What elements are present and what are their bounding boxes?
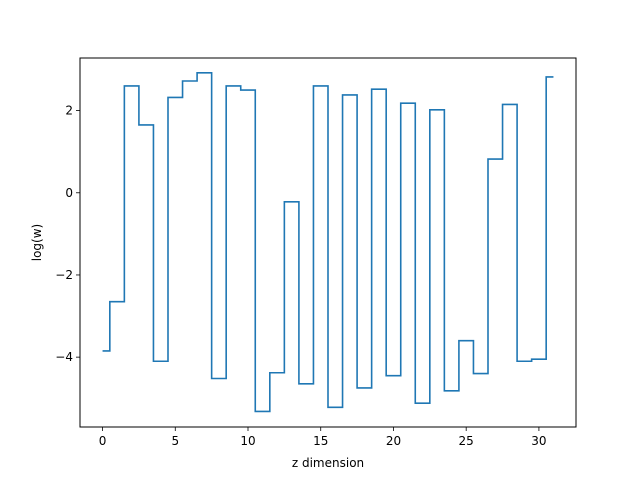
- series-step-line: [102, 71, 554, 413]
- plot-frame: [79, 57, 577, 428]
- x-axis-label: z dimension: [292, 456, 364, 470]
- y-tick-label: 0: [65, 186, 73, 200]
- y-tick-label: −4: [55, 350, 73, 364]
- y-tick-label: 2: [65, 104, 73, 118]
- y-axis: −4 −2 0 2: [55, 104, 80, 364]
- x-tick-label: 10: [240, 434, 255, 448]
- x-tick-label: 0: [99, 434, 107, 448]
- x-tick-label: 20: [386, 434, 401, 448]
- x-tick-label: 15: [313, 434, 328, 448]
- y-axis-label: log(w): [30, 224, 44, 261]
- x-axis: 0 5 10 15 20 25 30: [99, 427, 547, 448]
- y-tick-label: −2: [55, 268, 73, 282]
- x-tick-label: 30: [531, 434, 546, 448]
- plot-layer: [102, 71, 554, 413]
- x-tick-label: 5: [171, 434, 179, 448]
- x-tick-label: 25: [459, 434, 474, 448]
